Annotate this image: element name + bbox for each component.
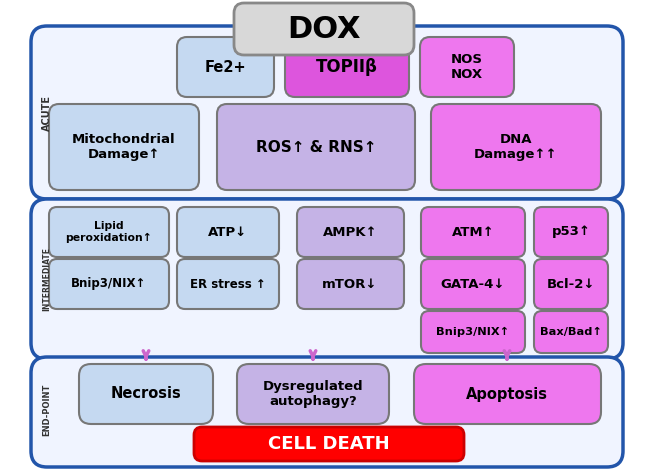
Text: DOX: DOX [287, 15, 361, 43]
Text: TOPIIβ: TOPIIβ [316, 58, 378, 76]
FancyBboxPatch shape [31, 357, 623, 467]
Text: DNA
Damage↑↑: DNA Damage↑↑ [474, 133, 558, 161]
Text: ROS↑ & RNS↑: ROS↑ & RNS↑ [255, 139, 376, 154]
Text: ACUTE: ACUTE [42, 95, 52, 131]
FancyBboxPatch shape [31, 26, 623, 199]
FancyBboxPatch shape [420, 37, 514, 97]
FancyBboxPatch shape [421, 311, 525, 353]
FancyBboxPatch shape [297, 259, 404, 309]
FancyBboxPatch shape [49, 259, 169, 309]
FancyBboxPatch shape [217, 104, 415, 190]
FancyBboxPatch shape [234, 3, 414, 55]
FancyBboxPatch shape [194, 427, 464, 461]
Text: Fe2+: Fe2+ [204, 59, 246, 74]
Text: END-POINT: END-POINT [42, 384, 51, 436]
Text: ATM↑: ATM↑ [452, 226, 495, 238]
Text: mTOR↓: mTOR↓ [322, 277, 378, 291]
FancyBboxPatch shape [177, 37, 274, 97]
Text: Bax/Bad↑: Bax/Bad↑ [540, 327, 602, 337]
FancyBboxPatch shape [49, 207, 169, 257]
Text: Mitochondrial
Damage↑: Mitochondrial Damage↑ [72, 133, 176, 161]
Text: CELL DEATH: CELL DEATH [268, 435, 390, 453]
Text: Dysregulated
autophagy?: Dysregulated autophagy? [263, 380, 363, 408]
Text: p53↑: p53↑ [551, 226, 590, 238]
FancyBboxPatch shape [177, 259, 279, 309]
Text: Bcl-2↓: Bcl-2↓ [547, 277, 595, 291]
Text: GATA-4↓: GATA-4↓ [441, 277, 505, 291]
Text: Apoptosis: Apoptosis [466, 387, 548, 401]
Text: Bnip3/NIX↑: Bnip3/NIX↑ [72, 277, 147, 291]
Text: INTERMEDIATE: INTERMEDIATE [42, 247, 51, 311]
FancyBboxPatch shape [421, 207, 525, 257]
Text: NOS
NOX: NOS NOX [451, 53, 483, 81]
Text: ER stress ↑: ER stress ↑ [190, 277, 266, 291]
FancyBboxPatch shape [79, 364, 213, 424]
FancyBboxPatch shape [431, 104, 601, 190]
FancyBboxPatch shape [534, 207, 608, 257]
FancyBboxPatch shape [421, 259, 525, 309]
FancyBboxPatch shape [237, 364, 389, 424]
FancyBboxPatch shape [285, 37, 409, 97]
FancyBboxPatch shape [414, 364, 601, 424]
FancyBboxPatch shape [297, 207, 404, 257]
Text: AMPK↑: AMPK↑ [322, 226, 377, 238]
FancyBboxPatch shape [49, 104, 199, 190]
FancyBboxPatch shape [177, 207, 279, 257]
FancyBboxPatch shape [31, 199, 623, 359]
FancyBboxPatch shape [534, 259, 608, 309]
Text: Bnip3/NIX↑: Bnip3/NIX↑ [436, 327, 510, 337]
Text: ATP↓: ATP↓ [209, 226, 248, 238]
Text: Necrosis: Necrosis [111, 387, 181, 401]
Text: Lipid
peroxidation↑: Lipid peroxidation↑ [66, 221, 153, 243]
FancyBboxPatch shape [534, 311, 608, 353]
